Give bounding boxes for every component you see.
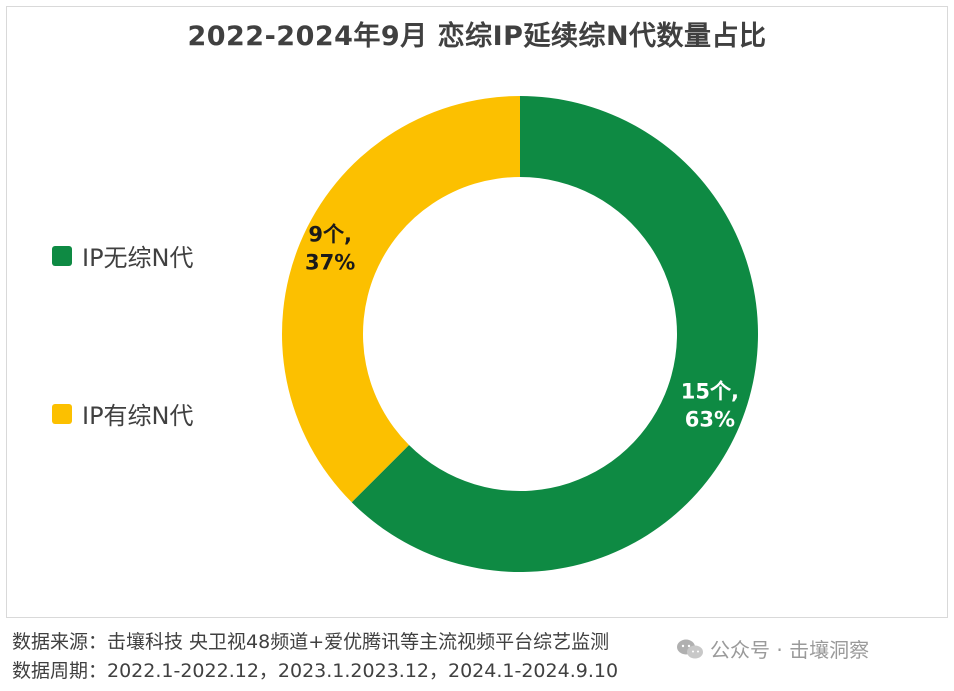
legend-swatch-green (52, 245, 72, 266)
legend-swatch-yellow (52, 403, 72, 424)
legend-item-no-sequel: IP无综N代 (52, 238, 194, 273)
legend-item-has-sequel: IP有综N代 (52, 396, 194, 431)
watermark: 公众号 · 击壤洞察 (676, 634, 869, 663)
legend-label: IP有综N代 (82, 402, 194, 430)
wechat-icon (677, 639, 703, 658)
data-period-note: 数据周期：2022.1-2022.12，2023.1.2023.12，2024.… (12, 660, 619, 682)
data-label-1: 9个, 37% (305, 222, 355, 274)
chart-title: 2022-2024年9月 恋综IP延续综N代数量占比 (187, 21, 767, 52)
footer: 数据来源：击壤科技 央卫视48频道+爱优腾讯等主流视频平台综艺监测 数据周期：2… (12, 628, 618, 686)
donut-chart: 15个, 63% 9个, 37% (282, 96, 758, 572)
donut-slice-1 (282, 96, 520, 503)
data-label-0: 15个, 63% (681, 380, 739, 432)
watermark-text: 公众号 · 击壤洞察 (710, 638, 870, 662)
data-source-note: 数据来源：击壤科技 央卫视48频道+爱优腾讯等主流视频平台综艺监测 (12, 631, 610, 653)
legend-label: IP无综N代 (82, 244, 194, 272)
donut-slice-0 (351, 96, 758, 572)
